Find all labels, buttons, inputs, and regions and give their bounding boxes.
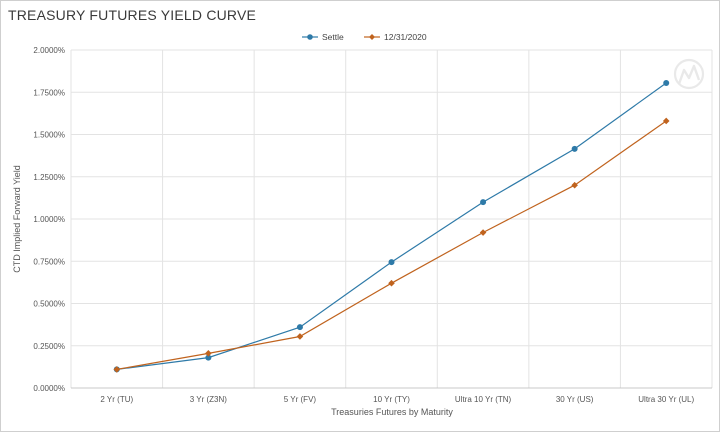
data-point-1[interactable] — [571, 181, 578, 189]
data-point-0[interactable] — [480, 199, 487, 206]
data-point-0[interactable] — [296, 324, 303, 331]
legend-label: 12/31/2020 — [384, 32, 427, 42]
y-tick-label: 0.0000% — [33, 384, 65, 393]
chart-title: TREASURY FUTURES YIELD CURVE — [8, 7, 257, 23]
y-axis-title: CTD Implied Forward Yield — [12, 165, 22, 273]
data-point-0[interactable] — [663, 79, 670, 86]
data-point-0[interactable] — [388, 259, 395, 266]
x-tick-label: 2 Yr (TU) — [100, 395, 133, 404]
x-tick-label: Ultra 30 Yr (UL) — [638, 395, 694, 404]
data-point-1[interactable] — [388, 279, 395, 287]
y-tick-label: 1.0000% — [33, 215, 65, 224]
series-line-1 — [116, 120, 667, 370]
series-line-0 — [116, 82, 667, 370]
data-point-1[interactable] — [662, 117, 670, 125]
data-point-0[interactable] — [571, 145, 578, 152]
y-tick-label: 0.7500% — [33, 257, 65, 266]
y-tick-label: 0.5000% — [33, 300, 65, 309]
grid-layer — [70, 49, 713, 389]
legend-marker — [369, 34, 375, 40]
legend-item-0[interactable]: Settle — [302, 32, 344, 42]
logo-watermark-icon — [673, 58, 705, 90]
y-tick-label: 1.7500% — [33, 88, 65, 97]
x-tick-label: 3 Yr (Z3N) — [190, 395, 228, 404]
x-tick-label: 10 Yr (TY) — [373, 395, 410, 404]
y-tick-label: 1.2500% — [33, 173, 65, 182]
series-layer — [113, 79, 670, 373]
y-tick-label: 1.5000% — [33, 131, 65, 140]
x-tick-label: 5 Yr (FV) — [284, 395, 317, 404]
x-axis-title: Treasuries Futures by Maturity — [331, 407, 453, 417]
axis-layer: 0.0000% 0.2500% 0.5000% 0.7500% 1.0000% 1.250… — [33, 46, 712, 404]
legend[interactable]: Settle 12/31/2020 — [302, 32, 427, 42]
data-point-0[interactable] — [205, 354, 212, 361]
legend-label: Settle — [322, 32, 344, 42]
legend-marker — [307, 34, 313, 40]
x-tick-label: 30 Yr (US) — [556, 395, 594, 404]
data-point-1[interactable] — [296, 333, 304, 340]
x-tick-label: Ultra 10 Yr (TN) — [455, 395, 512, 404]
y-tick-label: 0.2500% — [33, 342, 65, 351]
y-tick-label: 2.0000% — [33, 46, 65, 55]
data-point-1[interactable] — [479, 229, 487, 236]
data-point-1[interactable] — [205, 350, 212, 357]
data-point-1[interactable] — [113, 366, 121, 373]
legend-item-1[interactable]: 12/31/2020 — [364, 32, 427, 42]
